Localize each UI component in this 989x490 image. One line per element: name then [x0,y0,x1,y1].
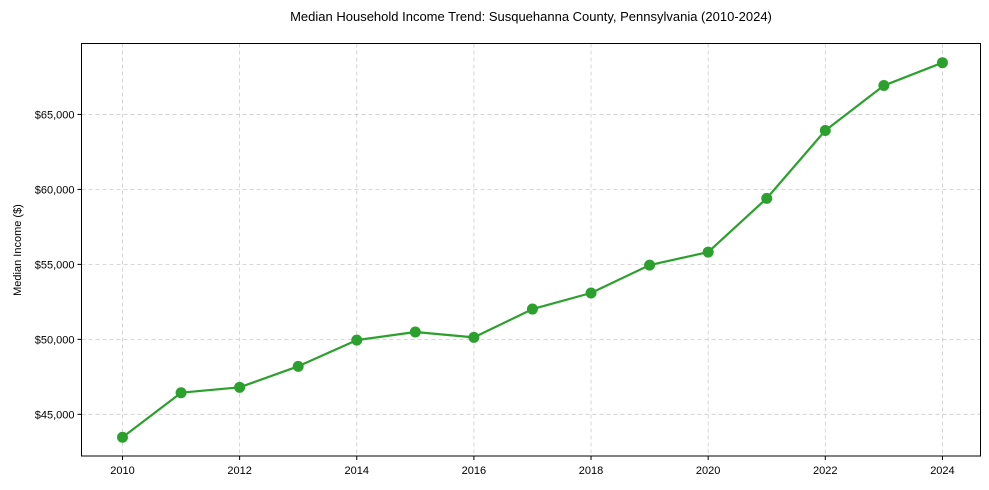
data-point [234,381,246,393]
series-line [121,61,943,439]
data-point [936,57,948,69]
y-tick-label: $65,000 [35,109,75,121]
plot-frame [81,43,981,457]
x-tick-label: 2012 [227,465,251,477]
data-point [526,303,538,315]
x-tick-label: 2022 [813,465,837,477]
y-tick-label: $50,000 [35,334,75,346]
y-tick-label: $45,000 [35,409,75,421]
data-point [351,334,363,346]
data-point [468,331,480,343]
y-tick-label: $60,000 [35,184,75,196]
data-series [116,57,948,443]
x-tick-label: 2016 [462,465,486,477]
x-axis: 2010 2012 2014 2016 2018 2020 2022 2024 [110,456,955,477]
data-point [644,259,656,271]
x-tick-label: 2014 [345,465,369,477]
x-tick-label: 2018 [579,465,603,477]
data-point [585,287,597,299]
grid-lines [81,43,981,456]
data-point [878,79,890,91]
data-point [409,326,421,338]
data-point [819,124,831,136]
data-point [761,192,773,204]
chart-title: Median Household Income Trend: Susquehan… [290,9,772,24]
x-tick-label: 2010 [110,465,134,477]
data-point [292,360,304,372]
x-tick-label: 2024 [930,465,954,477]
x-tick-label: 2020 [696,465,720,477]
data-point [175,387,187,399]
y-axis-label: Median Income ($) [12,204,24,296]
y-tick-label: $55,000 [35,259,75,271]
data-point [116,431,128,443]
data-point [702,246,714,258]
y-axis: $45,000 $50,000 $55,000 $60,000 $65,000 [35,109,82,421]
